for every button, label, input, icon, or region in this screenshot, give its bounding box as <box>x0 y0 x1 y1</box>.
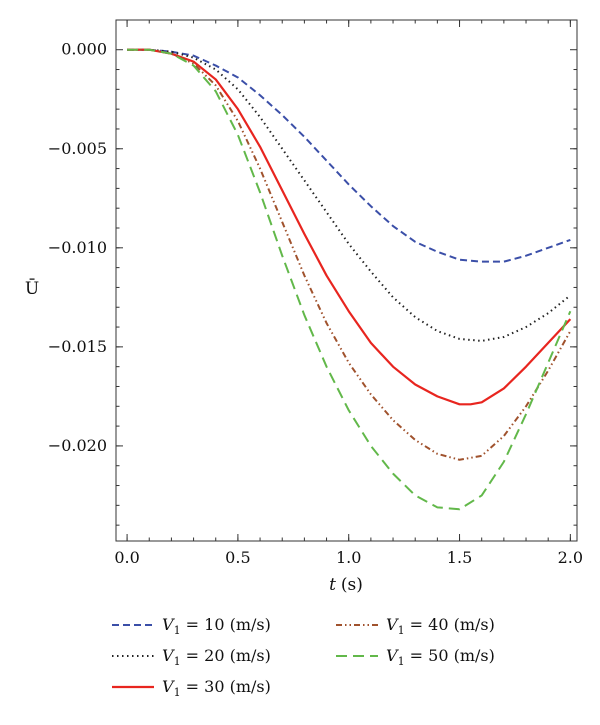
x-tick-label: 0.0 <box>114 548 139 567</box>
legend-item: V1 = 20 (m/s) <box>112 646 271 668</box>
plot-area: 0.0 0.5 1.0 1.5 2.0 0.000 −0.005 −0.010 −0.015 −… <box>48 19 583 567</box>
legend-label: V1 = 10 (m/s) <box>162 615 271 637</box>
legend-label-rest: = 50 (m/s) <box>405 646 495 665</box>
y-tick-label: 0.000 <box>61 40 107 59</box>
legend-label-rest: = 40 (m/s) <box>405 615 495 634</box>
legend-item: V1 = 50 (m/s) <box>336 646 495 668</box>
x-tick-label: 2.0 <box>558 548 583 567</box>
legend-label-rest: = 30 (m/s) <box>181 677 271 696</box>
x-axis-label-unit: (s) <box>341 575 363 595</box>
legend-item: V1 = 10 (m/s) <box>112 615 271 637</box>
legend-item: V1 = 40 (m/s) <box>336 615 495 637</box>
plot-frame <box>115 19 578 542</box>
x-axis-ticks: 0.0 0.5 1.0 1.5 2.0 <box>114 20 583 567</box>
legend-label: V1 = 40 (m/s) <box>386 615 495 637</box>
legend-item: V1 = 30 (m/s) <box>112 677 271 699</box>
legend-label-var: V <box>386 646 399 665</box>
y-tick-label: −0.005 <box>48 139 107 158</box>
legend-label-rest: = 10 (m/s) <box>181 615 271 634</box>
legend-label-var: V <box>386 615 399 634</box>
x-tick-label: 0.5 <box>225 548 250 567</box>
y-axis-ticks: 0.000 −0.005 −0.010 −0.015 −0.020 <box>48 40 577 526</box>
y-tick-label: −0.010 <box>48 238 107 257</box>
series-lines <box>127 48 572 511</box>
x-tick-label: 1.0 <box>336 548 361 567</box>
legend-label-var: V <box>162 615 175 634</box>
legend-label-var: V <box>162 646 175 665</box>
legend-label-var: V <box>162 677 175 696</box>
x-tick-label: 1.5 <box>447 548 472 567</box>
series-line-3 <box>127 48 572 406</box>
x-axis-label: t (s) <box>329 575 363 595</box>
y-axis-label: Ū <box>25 278 39 299</box>
legend-label-subscript: 1 <box>398 655 405 668</box>
y-tick-label: −0.015 <box>48 337 107 356</box>
legend-label-subscript: 1 <box>174 624 181 637</box>
x-axis-label-variable: t <box>329 575 336 595</box>
legend-label-subscript: 1 <box>174 686 181 699</box>
series-line-4 <box>127 48 572 461</box>
legend-label: V1 = 30 (m/s) <box>162 677 271 699</box>
legend-label-subscript: 1 <box>174 655 181 668</box>
series-line-1 <box>127 48 571 263</box>
legend-label-subscript: 1 <box>398 624 405 637</box>
series-line-5 <box>127 48 572 511</box>
series-line-2 <box>127 48 571 342</box>
legend-label: V1 = 50 (m/s) <box>386 646 495 668</box>
legend-label: V1 = 20 (m/s) <box>162 646 271 668</box>
legend: V1 = 10 (m/s)V1 = 20 (m/s)V1 = 30 (m/s)V… <box>112 615 495 699</box>
y-tick-label: −0.020 <box>48 436 107 455</box>
legend-label-rest: = 20 (m/s) <box>181 646 271 665</box>
